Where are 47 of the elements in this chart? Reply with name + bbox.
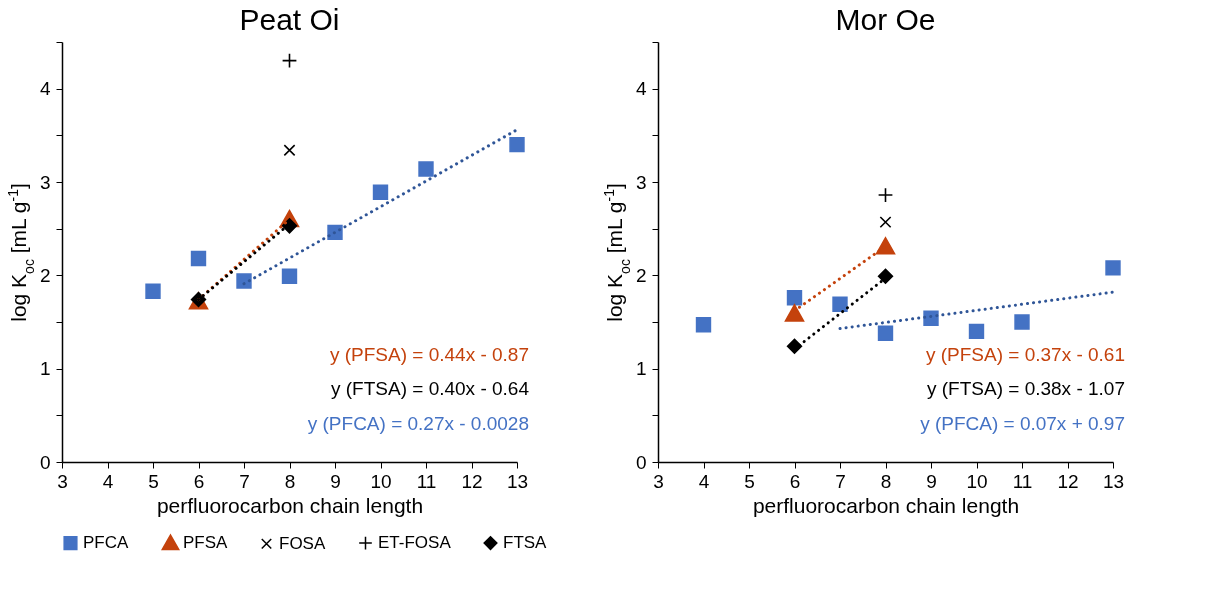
x-tick-label: 5 (148, 470, 159, 492)
x-tick-label: 8 (880, 470, 892, 492)
y-tick-label: 4 (39, 78, 51, 100)
x-tick-label: 10 (966, 470, 988, 492)
x-tick-label: 9 (330, 470, 341, 492)
annotation: y (PFCA) = 0.27x - 0.0028 (307, 412, 529, 434)
x-tick-label: 7 (835, 470, 846, 492)
x-axis-title: perfluorocarbon chain length (156, 493, 424, 517)
x-tick-label: 11 (1012, 470, 1033, 492)
legend-label: PFCA (83, 533, 129, 553)
legend-label: FOSA (279, 533, 326, 553)
x-tick-label: 4 (698, 470, 710, 492)
x-tick-label: 12 (461, 470, 483, 492)
y-tick-label: 4 (635, 78, 647, 100)
x-tick-label: 8 (284, 470, 296, 492)
x-tick-label: 13 (1102, 470, 1125, 492)
legend-label: PFSA (183, 532, 229, 552)
annotation: y (PFSA) = 0.44x - 0.87 (329, 343, 529, 365)
x-tick-label: 4 (102, 470, 114, 492)
annotation: y (FTSA) = 0.40x - 0.64 (331, 378, 530, 400)
x-tick-label: 9 (926, 470, 937, 492)
x-tick-label: 6 (789, 470, 801, 492)
y-tick-label: 0 (39, 451, 51, 473)
y-tick-label: 3 (39, 171, 51, 193)
y-tick-label: 1 (635, 358, 647, 380)
annotation: y (PFSA) = 0.37x - 0.61 (925, 343, 1125, 365)
x-axis-title: perfluorocarbon chain length (752, 493, 1020, 517)
annotation: y (FTSA) = 0.38x - 1.07 (927, 378, 1125, 400)
x-tick-label: 13 (506, 470, 529, 492)
x-tick-label: 5 (744, 470, 755, 492)
x-tick-label: 3 (57, 470, 68, 492)
legend-label: ET-FOSA (378, 533, 452, 553)
x-tick-label: 6 (193, 470, 205, 492)
chart-title: Peat Oi (239, 2, 340, 36)
y-tick-label: 1 (39, 358, 51, 380)
y-tick-label: 0 (635, 451, 647, 473)
x-tick-label: 10 (370, 470, 392, 492)
y-tick-label: 2 (635, 264, 647, 286)
x-tick-label: 3 (653, 470, 664, 492)
y-tick-label: 2 (39, 264, 51, 286)
chart-title: Mor Oe (835, 2, 936, 36)
x-tick-label: 7 (239, 470, 250, 492)
legend-label: FTSA (503, 533, 548, 553)
x-tick-label: 12 (1057, 470, 1079, 492)
x-tick-label: 11 (416, 470, 437, 492)
y-tick-label: 3 (635, 171, 647, 193)
annotation: y (PFCA) = 0.07x + 0.97 (920, 412, 1125, 434)
